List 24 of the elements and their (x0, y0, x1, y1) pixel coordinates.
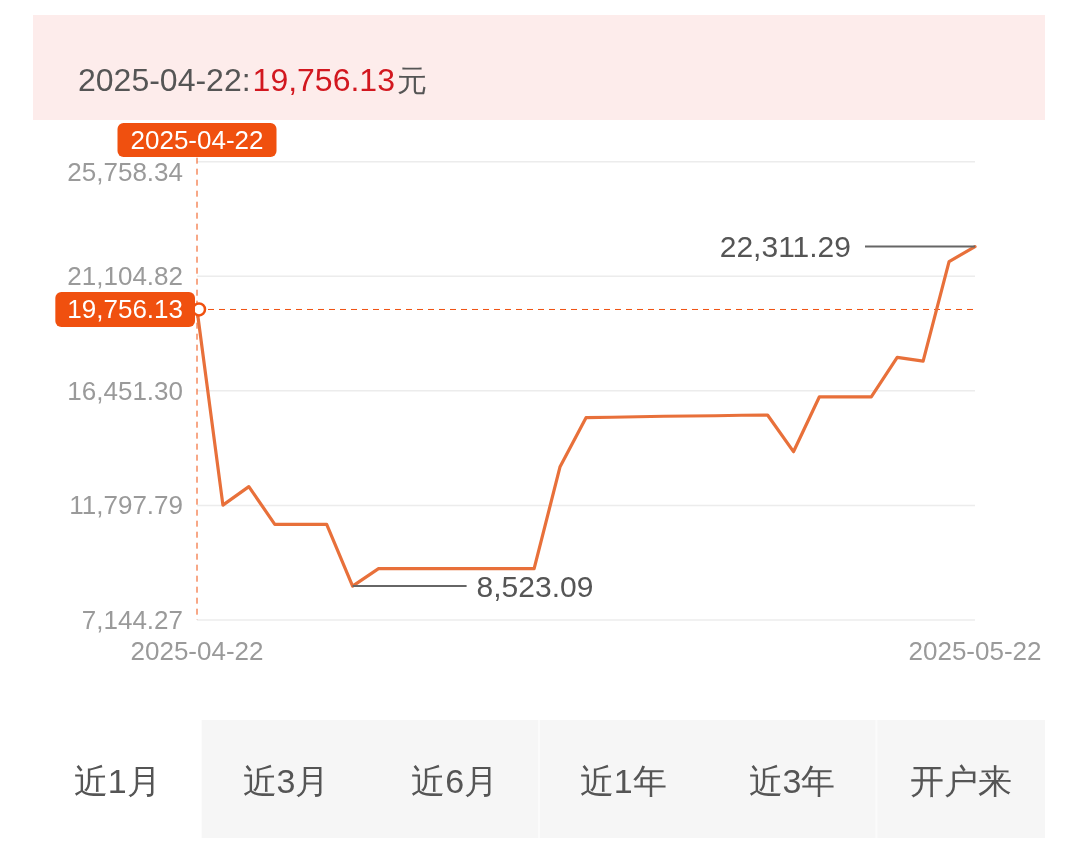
ref-line-label: 2025-04-22 (130, 125, 264, 155)
annotation: 22,311.29 (719, 230, 976, 264)
y-tick-label: 7,144.27 (81, 605, 183, 635)
tab-label: 开户来 (909, 762, 1012, 800)
ref-line-label: 19,756.13 (67, 294, 183, 325)
y-tick-label: 21,104.82 (67, 261, 183, 292)
x-tick-label: 2025-05-22 (908, 636, 1042, 666)
x-tick-label: 2025-04-22 (130, 636, 264, 666)
tab-label: 近6月 (411, 762, 499, 800)
ref-label: 19,756.13 (55, 292, 195, 327)
tab-label: 近1年 (579, 762, 667, 800)
ref-label: 2025-04-22 (117, 123, 277, 157)
y-tick-label: 16,451.30 (67, 375, 183, 406)
tab-label: 近3年 (748, 762, 836, 800)
subtitle: 19,756.13 (252, 62, 395, 98)
title: 2025-04-22: (78, 62, 251, 98)
y-tick-label: 11,797.79 (69, 490, 183, 521)
annotation: 8,523.09 (476, 569, 594, 603)
annotation: 22,311.29 (719, 230, 851, 264)
annotation: 8,523.09 (351, 569, 594, 603)
tab-label: 近3月 (242, 762, 330, 800)
annotation-unit: 元 (396, 63, 427, 97)
y-tick-label: 25,758.34 (67, 157, 183, 187)
tab-label: 近1月 (73, 762, 161, 800)
